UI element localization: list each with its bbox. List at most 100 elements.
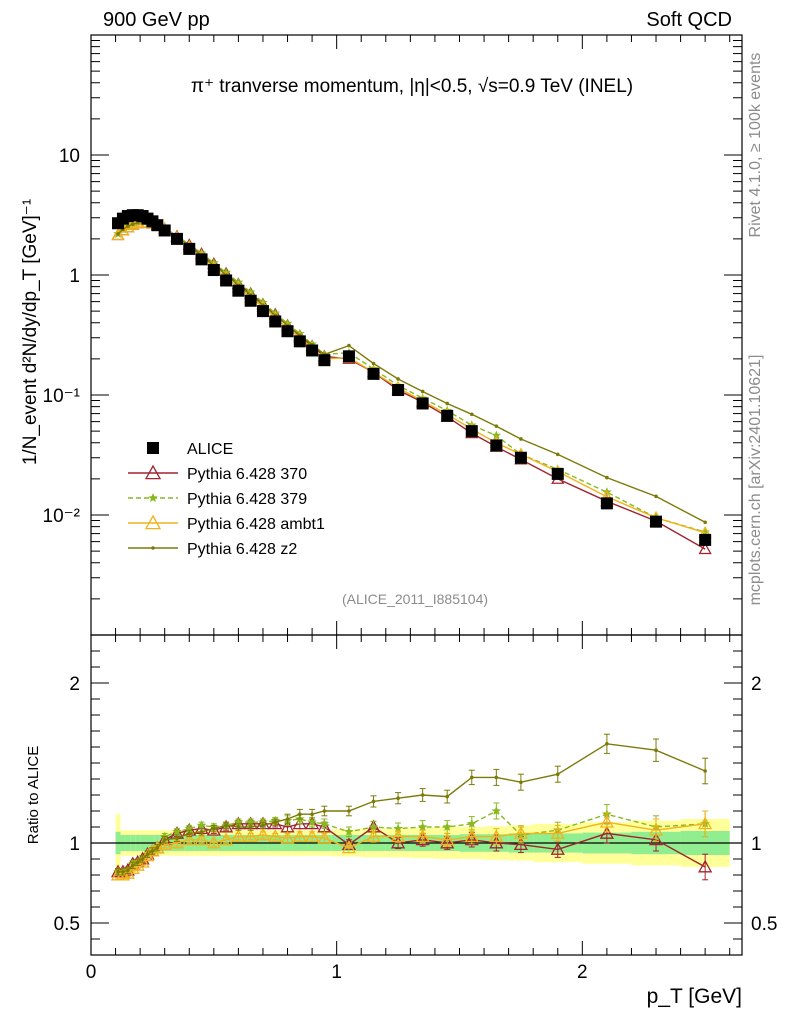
data-point <box>280 830 295 844</box>
data-point <box>233 817 244 827</box>
rivet-label: Rivet 4.1.0, ≥ 100k events <box>747 53 764 238</box>
data-point <box>605 742 609 746</box>
data-point <box>126 224 130 229</box>
data-point <box>318 354 331 367</box>
legend-label: Pythia 6.428 379 <box>187 491 307 508</box>
data-point <box>605 475 609 480</box>
data-point <box>371 361 376 366</box>
data-point <box>256 305 269 318</box>
data-point <box>648 822 664 836</box>
data-point <box>489 835 504 849</box>
data-point <box>170 232 183 245</box>
data-point <box>261 823 265 828</box>
y-tick-label: 10⁻¹ <box>43 386 81 407</box>
plot-title: π⁺ tranverse momentum, |η|<0.5, √s=0.9 T… <box>191 76 633 97</box>
data-point <box>465 425 478 438</box>
data-point <box>116 870 120 874</box>
data-point <box>415 832 430 846</box>
y-tick-label: 10 <box>59 146 80 167</box>
data-point <box>116 223 130 236</box>
data-point <box>494 775 499 780</box>
data-point <box>196 820 207 830</box>
data-point <box>519 437 523 441</box>
data-point <box>151 546 155 550</box>
data-point <box>650 515 663 528</box>
data-point <box>491 806 502 816</box>
data-point <box>550 826 565 839</box>
data-point <box>415 829 430 843</box>
data-point <box>467 818 477 828</box>
data-point <box>269 315 282 328</box>
data-point <box>130 863 135 868</box>
data-point <box>703 769 707 773</box>
data-point <box>699 533 712 546</box>
legend: ALICE Pythia 6.428 370 Pythia 6.428 379 Pyt… <box>128 441 325 558</box>
header-right: Soft QCD <box>646 9 732 31</box>
ratio-y-tick-label-right: 2 <box>751 674 762 695</box>
data-point <box>464 832 479 846</box>
data-point <box>175 836 179 840</box>
main-y-axis-label: 1/N_event d²N/dy/dp_T [GeV]⁻¹ <box>20 199 41 465</box>
data-point <box>654 494 658 499</box>
data-point <box>390 829 406 843</box>
data-point <box>224 823 228 828</box>
ratio-y-axis-label: Ratio to ALICE <box>25 746 42 844</box>
data-point <box>285 817 290 821</box>
data-point <box>440 835 455 849</box>
data-point <box>494 424 499 428</box>
data-point <box>317 830 332 844</box>
data-point <box>491 430 502 440</box>
data-point <box>319 818 330 828</box>
data-point <box>519 780 523 784</box>
data-point <box>513 837 529 851</box>
data-point <box>396 377 400 381</box>
data-point <box>145 843 160 857</box>
data-point <box>489 829 504 843</box>
legend-label: ALICE <box>187 441 233 458</box>
data-point <box>236 825 241 829</box>
data-point <box>187 831 192 836</box>
data-point <box>248 825 253 829</box>
data-point <box>700 527 710 537</box>
data-point <box>366 829 381 843</box>
ratio-y-tick-label-right: 1 <box>751 834 762 855</box>
header-left: 900 GeV pp <box>103 9 210 31</box>
data-point <box>206 835 221 849</box>
legend-label: Pythia 6.428 370 <box>187 466 307 483</box>
data-point <box>199 830 204 834</box>
ratio-plot-panel: 0 1 2 0.5 0.5 1 1 2 2 <box>54 35 777 983</box>
ratio-y-tick-label: 0.5 <box>54 914 80 935</box>
data-point <box>304 829 320 843</box>
data-point <box>347 343 351 348</box>
data-point <box>162 838 167 842</box>
data-point <box>304 816 320 830</box>
data-point <box>555 452 560 457</box>
data-point <box>130 222 135 227</box>
data-point <box>194 832 209 846</box>
data-point <box>698 816 713 830</box>
data-point <box>344 826 354 836</box>
data-point <box>367 367 380 380</box>
data-point <box>145 852 150 856</box>
data-point <box>273 820 278 824</box>
data-point <box>116 232 120 236</box>
data-point <box>292 816 307 830</box>
data-point <box>147 442 159 454</box>
series-line <box>117 220 706 533</box>
data-point <box>155 846 160 850</box>
data-point <box>212 826 216 831</box>
data-point <box>140 857 145 861</box>
data-point <box>440 832 455 846</box>
data-point <box>469 775 474 780</box>
data-point <box>231 829 246 843</box>
ratio-frame <box>90 634 743 956</box>
data-point <box>298 812 302 816</box>
data-point <box>281 325 294 338</box>
x-tick-label: 0 <box>86 962 97 983</box>
data-point <box>243 829 258 843</box>
data-point <box>306 344 319 357</box>
data-point <box>268 829 283 843</box>
series-line <box>117 221 706 534</box>
data-point <box>158 224 171 237</box>
